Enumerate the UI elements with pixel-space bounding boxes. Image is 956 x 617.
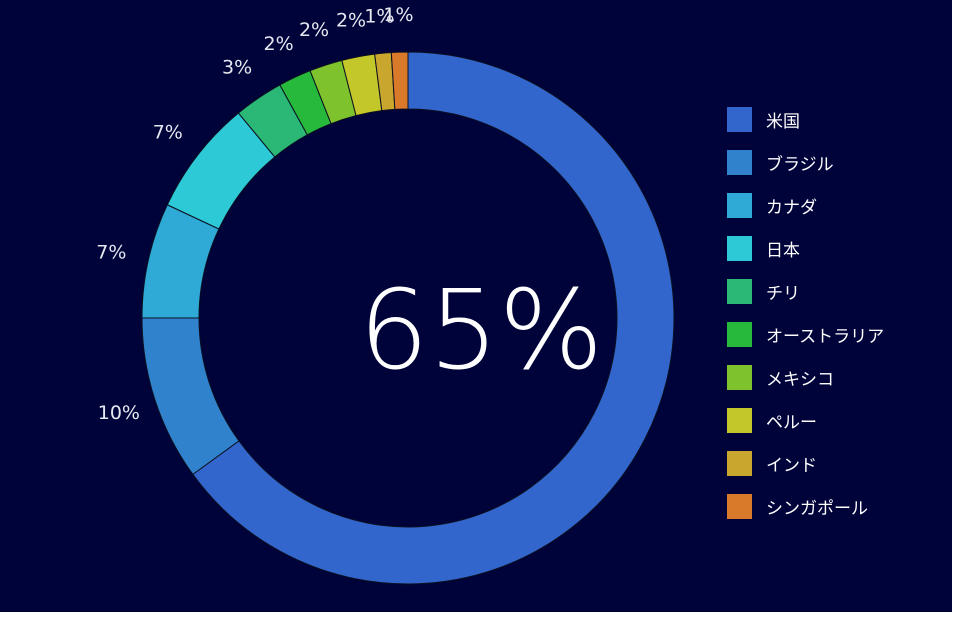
legend-label: ペルー xyxy=(766,413,817,433)
slice-label: 2% xyxy=(263,33,293,55)
legend-label: オーストラリア xyxy=(766,327,885,347)
legend-item: ブラジル xyxy=(727,141,884,184)
slice-label: 1% xyxy=(383,4,413,26)
legend-item: シンガポール xyxy=(727,485,884,528)
legend-item: 日本 xyxy=(727,227,884,270)
legend-swatch xyxy=(727,107,752,132)
slice-labels: 10%7%7%3%2%2% 2%1%1% xyxy=(96,4,413,424)
legend-label: 日本 xyxy=(766,241,800,261)
donut-slice xyxy=(390,51,409,110)
slice-label: 7% xyxy=(153,122,183,144)
legend-swatch xyxy=(727,322,752,347)
legend-swatch xyxy=(727,408,752,433)
slice-label: 2% xyxy=(299,19,329,41)
donut-slices xyxy=(141,51,675,585)
legend-item: カナダ xyxy=(727,184,884,227)
slice-label: 7% xyxy=(96,242,126,264)
slice-label: 2% xyxy=(336,9,366,31)
legend-item: メキシコ xyxy=(727,356,884,399)
legend-label: メキシコ xyxy=(766,370,834,390)
legend-label: シンガポール xyxy=(766,499,868,519)
legend-swatch xyxy=(727,150,752,175)
legend-swatch xyxy=(727,494,752,519)
legend-item: インド xyxy=(727,442,884,485)
center-value: 65% xyxy=(359,266,604,394)
legend-swatch xyxy=(727,279,752,304)
donut-slice xyxy=(192,51,675,585)
slice-label: 1% xyxy=(364,5,394,27)
legend-swatch xyxy=(727,365,752,390)
donut-slice xyxy=(141,317,240,476)
legend-label: カナダ xyxy=(766,198,817,218)
legend: 米国ブラジルカナダ日本チリオーストラリア メキシコペルーインドシンガポール xyxy=(727,98,884,528)
legend-item: 米国 xyxy=(727,98,884,141)
legend-swatch xyxy=(727,451,752,476)
legend-label: インド xyxy=(766,456,817,476)
legend-item: ペルー xyxy=(727,399,884,442)
slice-label: 10% xyxy=(98,402,140,424)
legend-item: オーストラリア xyxy=(727,313,884,356)
slice-label: 3% xyxy=(222,57,252,79)
legend-label: チリ xyxy=(766,284,800,304)
legend-swatch xyxy=(727,236,752,261)
legend-label: ブラジル xyxy=(766,155,834,175)
legend-item: チリ xyxy=(727,270,884,313)
legend-swatch xyxy=(727,193,752,218)
legend-label: 米国 xyxy=(766,112,800,132)
